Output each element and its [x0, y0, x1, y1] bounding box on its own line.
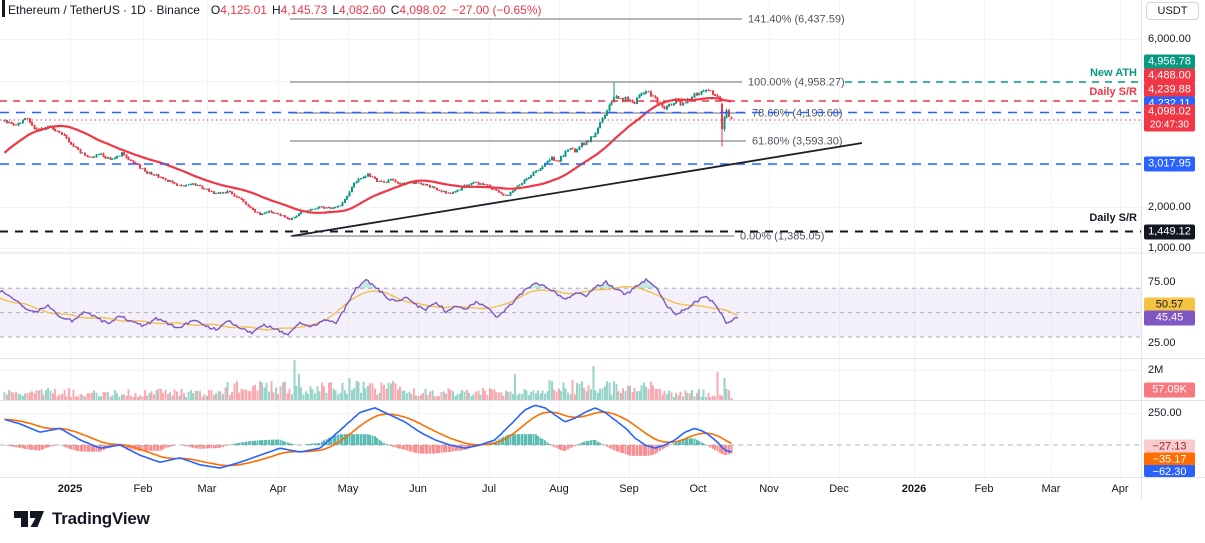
- axis-price-label: 2M: [1148, 364, 1164, 376]
- time-axis-label: Feb: [974, 483, 994, 495]
- time-axis-label: Apr: [269, 483, 287, 495]
- ohlc-key: H: [271, 3, 281, 17]
- time-axis-label: Jul: [481, 483, 497, 495]
- axis-price-label: 25.00: [1148, 337, 1176, 349]
- level-price-badge: 3,017.95: [1144, 156, 1195, 172]
- volume-value-badge: 57.09K: [1144, 382, 1195, 398]
- fib-level-label: 0.00% (1,385.05): [740, 231, 824, 243]
- time-axis-label: Dec: [829, 483, 849, 495]
- ohlc-key: O: [210, 3, 221, 17]
- last-price-badge: 4,098.02 20:47:30: [1144, 104, 1195, 132]
- candle-wicks-down: [6, 89, 732, 220]
- currency-toggle-button[interactable]: USDT: [1146, 2, 1199, 20]
- volume-bars-up: [3, 360, 728, 400]
- rsi-overbought-fill: [634, 278, 658, 289]
- macd-line[interactable]: [4, 404, 732, 469]
- ohlc-value: 4,145.73: [280, 3, 328, 17]
- symbol-title: Ethereum / TetherUS · 1D · Binance: [8, 3, 200, 17]
- axis-price-label: 250.00: [1148, 407, 1182, 419]
- rsi-overbought-fill: [356, 279, 376, 289]
- macd-hist-badge: −27.13: [1144, 439, 1195, 455]
- axis-price-label: 6,000.00: [1148, 33, 1191, 45]
- macd-signal-line[interactable]: [4, 411, 732, 467]
- tradingview-logo-mark: [14, 511, 44, 527]
- time-axis-label: Feb: [133, 483, 153, 495]
- rsi-value-badge: 45.45: [1144, 310, 1195, 326]
- ohlc-value: 4,125.01: [220, 3, 267, 17]
- fib-level-label: 141.40% (6,437.59): [748, 14, 845, 26]
- axis-price-label: 75.00: [1148, 276, 1176, 288]
- macd-signal-badge: −35.17: [1144, 452, 1195, 468]
- change-value: −27.00 (−0.65%): [452, 3, 542, 17]
- tradingview-logo[interactable]: TradingView: [13, 509, 150, 529]
- trend-line[interactable]: [291, 142, 863, 237]
- axis-price-label: 1,000.00: [1148, 242, 1191, 254]
- volume-bars-down: [6, 372, 733, 400]
- time-axis-label: 2026: [901, 483, 927, 495]
- fib-level-label: 61.80% (3,593.30): [752, 136, 843, 148]
- candle-bodies-down: [6, 89, 733, 221]
- time-axis-label: Nov: [759, 483, 779, 495]
- candle-wicks-up: [4, 82, 727, 220]
- time-axis-label: Sep: [619, 483, 639, 495]
- sr-price-badge: 4,488.00: [1144, 68, 1195, 84]
- time-axis-label: Mar: [197, 483, 217, 495]
- time-axis[interactable]: 2025 Feb Mar Apr May Jun Jul Aug Sep Oct Nov Dec 202…: [0, 478, 1141, 500]
- time-axis-label: Aug: [549, 483, 569, 495]
- ma-line[interactable]: [3, 97, 732, 214]
- time-axis-label: Oct: [689, 483, 707, 495]
- rsi-line[interactable]: [0, 277, 739, 336]
- rsi-ma-badge: 50.57: [1144, 297, 1195, 313]
- candle-bodies-up: [3, 89, 728, 221]
- ohlc-key: C: [390, 3, 400, 17]
- time-axis-label: 2025: [57, 483, 83, 495]
- sr-price-badge: 4,239.88: [1144, 82, 1195, 98]
- rsi-ma-line[interactable]: [0, 285, 739, 331]
- time-axis-label: Jun: [409, 483, 427, 495]
- ohlc-value: 4,098.02: [399, 3, 447, 17]
- tradingview-logo-text: TradingView: [52, 509, 150, 528]
- ohlc-value: 4,082.60: [339, 3, 386, 17]
- symbol-legend[interactable]: Ethereum / TetherUS · 1D · Binance O4,125…: [8, 3, 542, 17]
- macd-value-badge: −62.30: [1144, 465, 1195, 477]
- fib-level-label: 100.00% (4,958.27): [748, 77, 845, 89]
- sr-price-badge: 1,449.12: [1144, 224, 1195, 240]
- ath-price-badge: 4,956.78: [1144, 54, 1195, 70]
- rsi-overbought-fill: [528, 283, 548, 289]
- axis-price-label: 2,000.00: [1148, 201, 1191, 213]
- fib-level-label: 78.60% (4,193.60): [752, 108, 843, 120]
- bar-close-countdown: 20:47:30: [1150, 119, 1189, 131]
- time-axis-label: May: [337, 483, 359, 495]
- time-axis-label: Apr: [1111, 483, 1129, 495]
- ohlc-key: L: [332, 3, 340, 17]
- macd-histogram-down: [6, 445, 733, 456]
- price-axis[interactable]: 6,000.00 2,000.00 1,000.00 75.00 25.00 2M 250.…: [1142, 0, 1205, 477]
- time-axis-label: Mar: [1041, 483, 1061, 495]
